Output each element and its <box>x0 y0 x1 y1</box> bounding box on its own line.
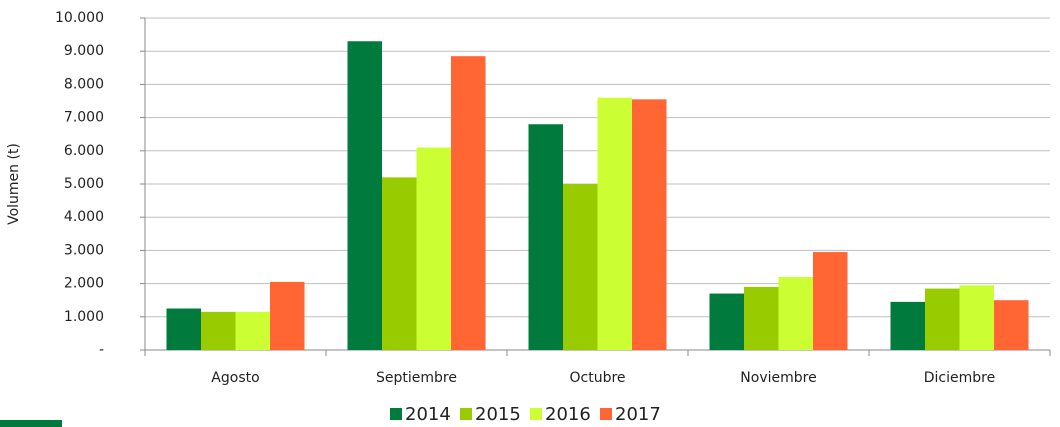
x-tick-label: Octubre <box>569 370 625 386</box>
bar <box>166 308 201 350</box>
bar <box>778 276 813 350</box>
legend-label: 2014 <box>405 404 451 425</box>
legend-swatch <box>530 408 542 420</box>
bar <box>709 293 744 350</box>
bar <box>597 97 632 351</box>
x-tick-label: Diciembre <box>924 370 995 386</box>
bar <box>451 56 486 351</box>
y-tick-label: 1.000 <box>64 309 104 325</box>
bar <box>416 147 451 350</box>
y-tick-label: 6.000 <box>64 143 104 159</box>
y-tick-label: 10.000 <box>55 10 104 26</box>
bar <box>270 281 305 350</box>
legend-swatch <box>390 408 402 420</box>
bar <box>201 311 236 350</box>
y-tick-label: 2.000 <box>64 276 104 292</box>
y-tick-label: 5.000 <box>64 176 104 192</box>
bar <box>528 124 563 351</box>
y-tick-label: 7.000 <box>64 110 104 126</box>
y-tick-label: - <box>99 342 104 358</box>
bar <box>994 300 1029 350</box>
bar <box>347 41 382 351</box>
y-tick-label: 3.000 <box>64 242 104 258</box>
x-tick-label: Septiembre <box>376 370 457 386</box>
bar <box>890 301 925 350</box>
legend-label: 2017 <box>615 404 661 425</box>
bar <box>925 288 960 350</box>
legend-swatch <box>460 408 472 420</box>
y-axis-label: Volumen (t) <box>6 143 22 225</box>
x-tick-label: Noviembre <box>740 370 816 386</box>
legend-label: 2016 <box>545 404 591 425</box>
bar <box>563 184 598 350</box>
decoration <box>0 420 62 427</box>
y-tick-label: 9.000 <box>64 43 104 59</box>
y-tick-label: 8.000 <box>64 76 104 92</box>
legend-swatch <box>600 408 612 420</box>
bar <box>813 252 848 350</box>
bar <box>235 311 270 350</box>
bar <box>959 285 994 350</box>
x-tick-label: Agosto <box>211 370 259 386</box>
bar <box>382 177 417 350</box>
y-tick-label: 4.000 <box>64 209 104 225</box>
bar <box>744 286 779 350</box>
legend-label: 2015 <box>475 404 521 425</box>
bar <box>632 99 667 350</box>
